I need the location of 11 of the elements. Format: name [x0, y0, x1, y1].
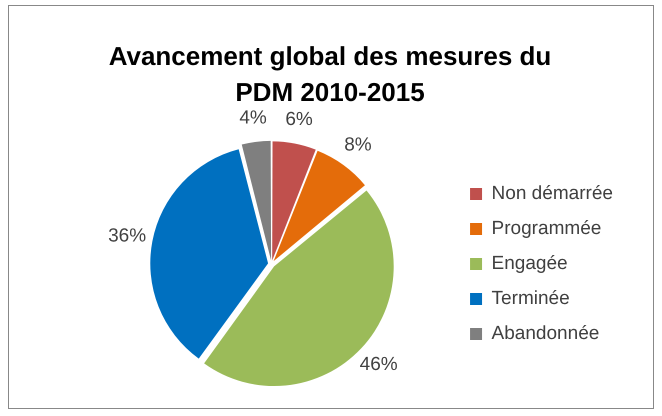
legend-label: Engagée	[492, 253, 568, 274]
data-label: 46%	[360, 354, 398, 375]
legend-label: Abandonnée	[492, 323, 600, 344]
legend-label: Programmée	[492, 218, 602, 240]
data-label: 8%	[344, 134, 372, 156]
legend-label: Non démarrée	[492, 183, 614, 204]
data-label: 4%	[239, 107, 267, 128]
legend-label: Terminée	[492, 288, 570, 310]
data-label: 6%	[285, 108, 313, 130]
chart-title: Avancement global des mesures du PDM 2010-2015	[108, 41, 552, 107]
data-label: 36%	[108, 226, 146, 247]
